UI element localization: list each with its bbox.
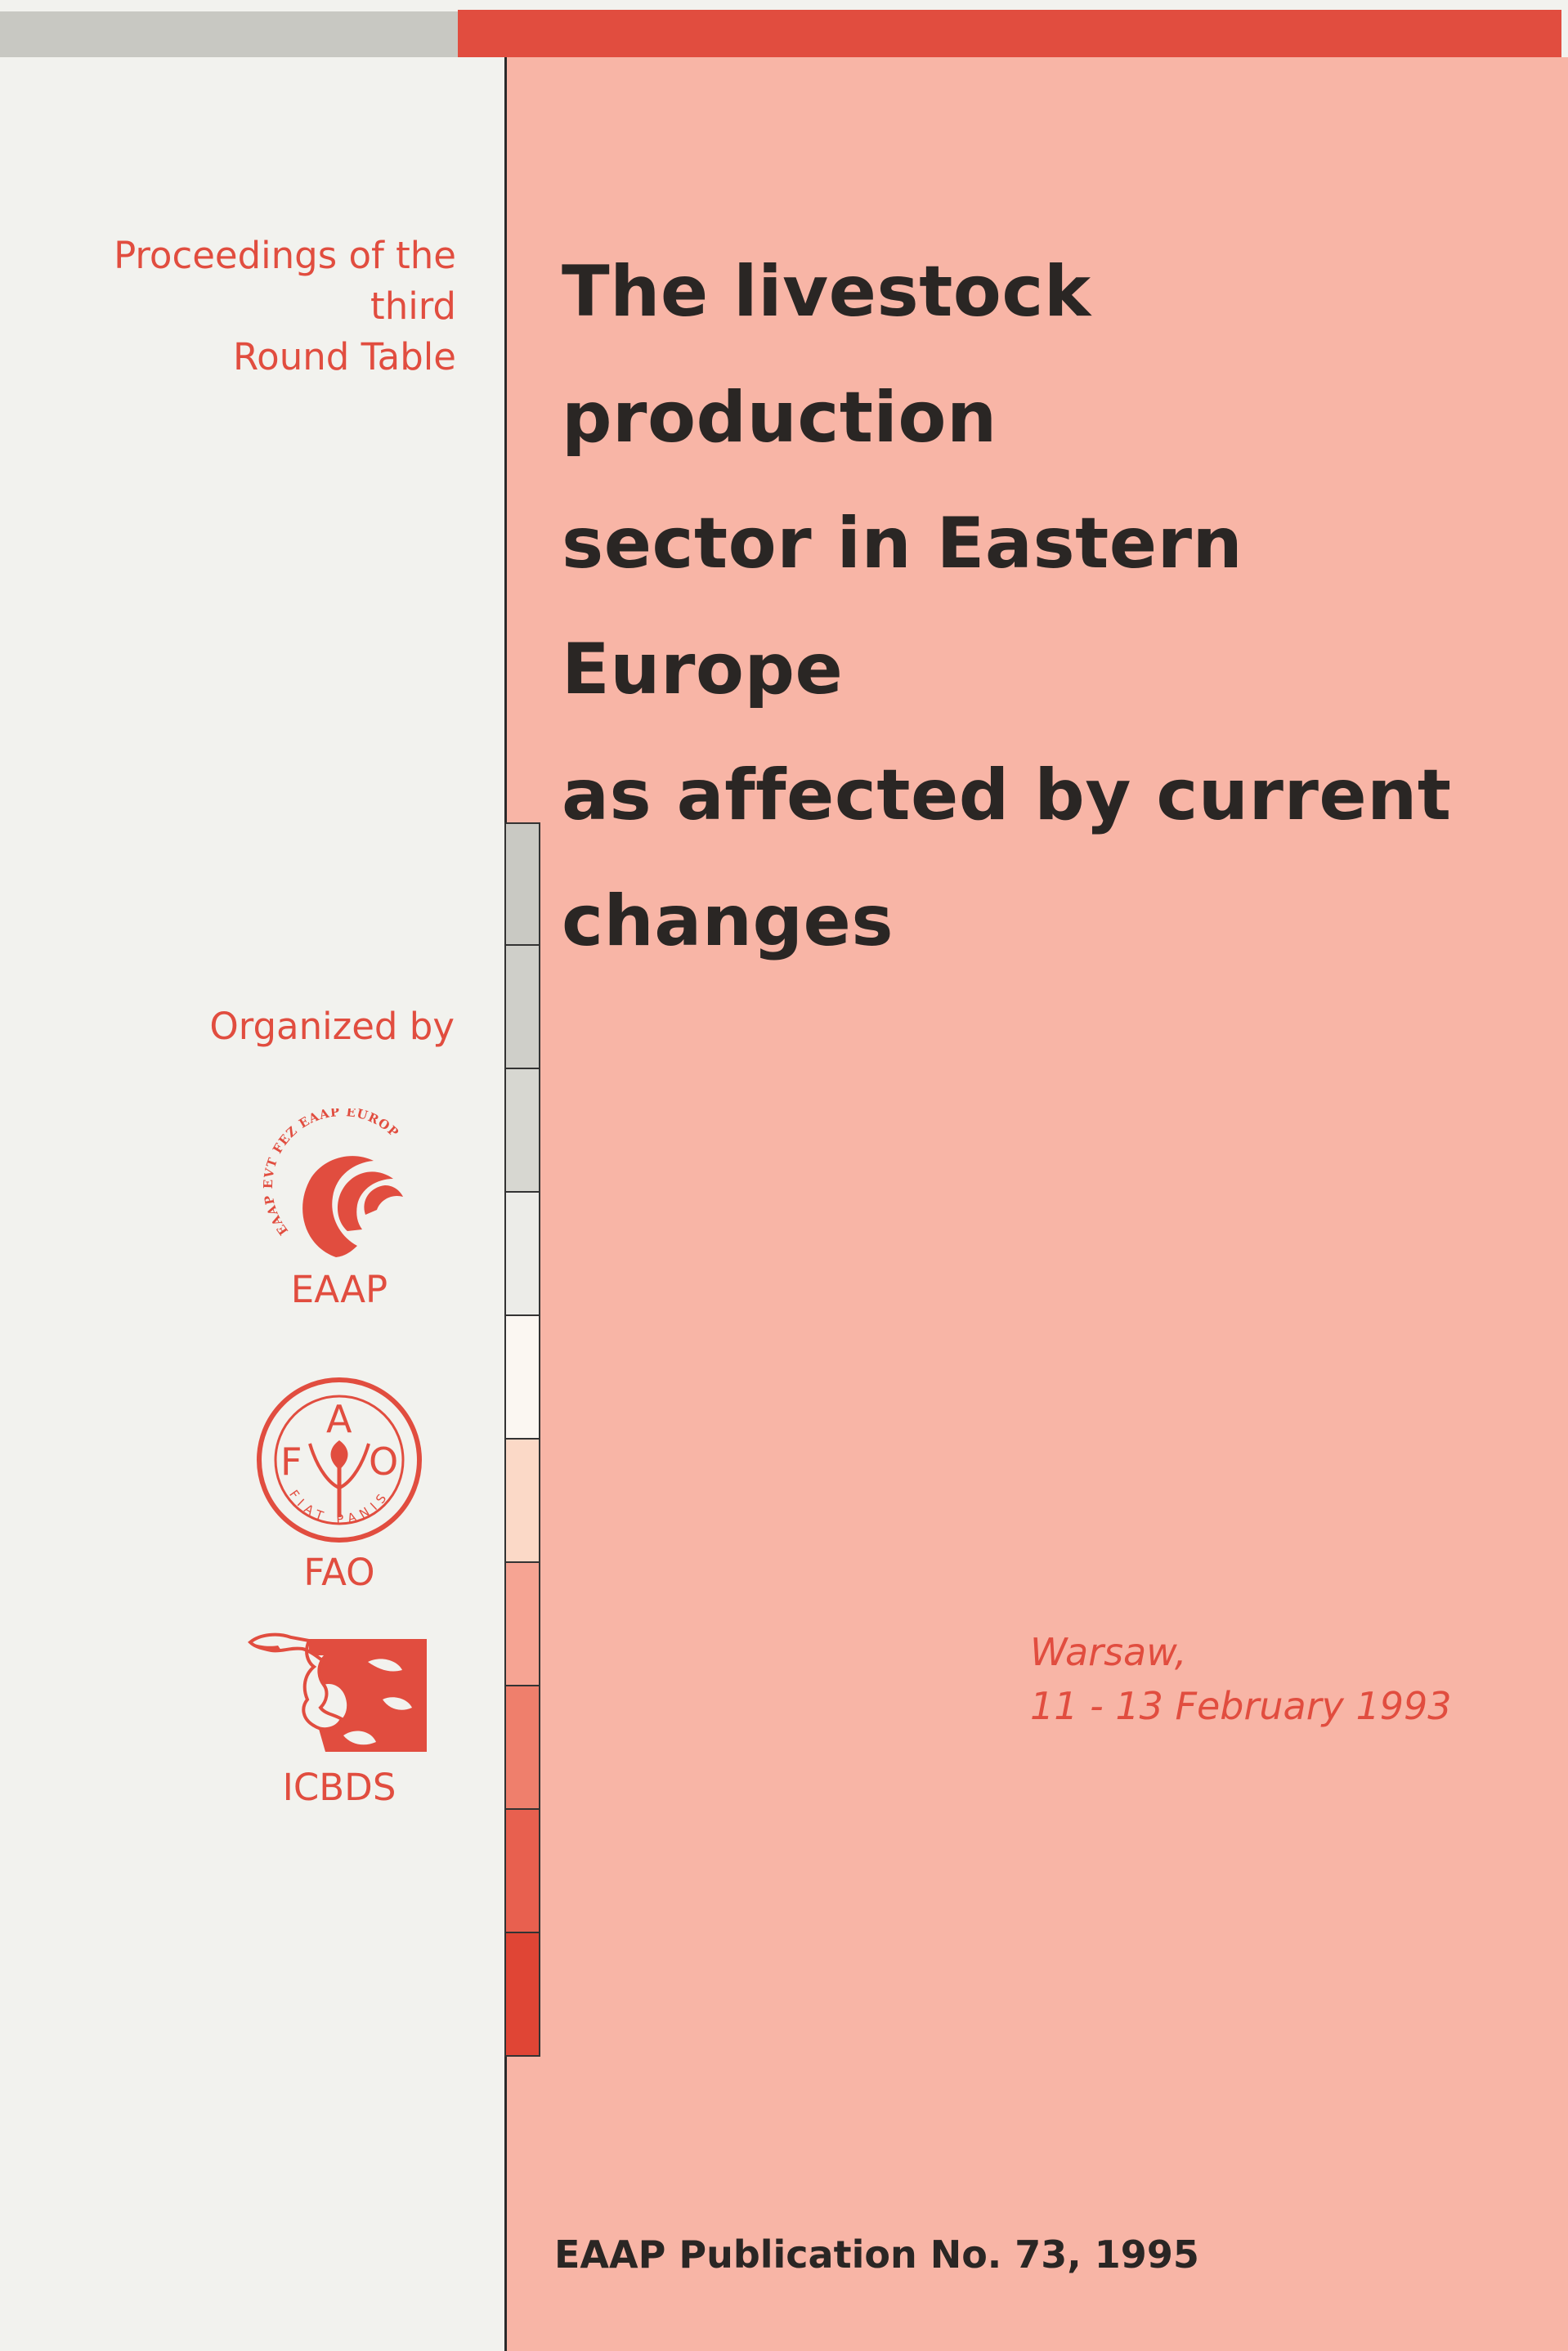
icbds-organizer: ICBDS	[241, 1623, 437, 1811]
top-band-gray	[0, 11, 458, 57]
title-line-4: changes	[562, 880, 894, 962]
fao-letter-o: O	[369, 1440, 398, 1484]
title-line-1: The livestock production	[562, 251, 1091, 459]
icbds-caption: ICBDS	[282, 1766, 396, 1809]
color-swatch	[504, 1440, 540, 1563]
proceedings-label: Proceedings of the third Round Table	[31, 231, 456, 383]
location-line-2: 11 - 13 February 1993	[1030, 1684, 1452, 1728]
icbds-cow-logo-icon	[248, 1632, 427, 1752]
fao-caption: FAO	[303, 1551, 375, 1594]
eaap-organizer: EAAP EVT FEZ EAAP EUROPA EAAP	[241, 1097, 437, 1313]
color-swatch	[504, 1810, 540, 1933]
top-band-red	[458, 10, 1561, 57]
book-title: The livestock production sector in Easte…	[562, 229, 1526, 984]
title-panel	[504, 57, 1568, 2351]
eaap-logo-icon: EAAP EVT FEZ EAAP EUROPA	[252, 1097, 403, 1257]
color-swatch	[504, 1933, 540, 2057]
color-swatch	[504, 1316, 540, 1440]
color-swatch	[504, 1069, 540, 1193]
color-swatch-strip	[504, 822, 540, 2057]
title-line-3: as affected by current	[562, 755, 1452, 836]
publication-info: EAAP Publication No. 73, 1995	[554, 2232, 1199, 2277]
color-swatch	[504, 822, 540, 946]
fao-letter-a: A	[326, 1397, 352, 1441]
organized-by-label: Organized by	[209, 1005, 455, 1048]
fao-organizer: F A O FIAT PANIS FAO	[241, 1373, 437, 1596]
color-swatch	[504, 1686, 540, 1810]
color-swatch	[504, 1563, 540, 1686]
event-location-date: Warsaw, 11 - 13 February 1993	[1030, 1625, 1521, 1733]
location-line-1: Warsaw,	[1030, 1630, 1187, 1674]
color-swatch	[504, 946, 540, 1069]
proceedings-line-1: Proceedings of the third	[114, 234, 456, 328]
eaap-caption: EAAP	[290, 1268, 388, 1311]
fao-letter-f: F	[280, 1440, 302, 1484]
title-line-2: sector in Eastern Europe	[562, 503, 1243, 710]
fao-logo-icon: F A O FIAT PANIS	[257, 1377, 422, 1543]
proceedings-line-2: Round Table	[232, 335, 456, 378]
color-swatch	[504, 1193, 540, 1316]
